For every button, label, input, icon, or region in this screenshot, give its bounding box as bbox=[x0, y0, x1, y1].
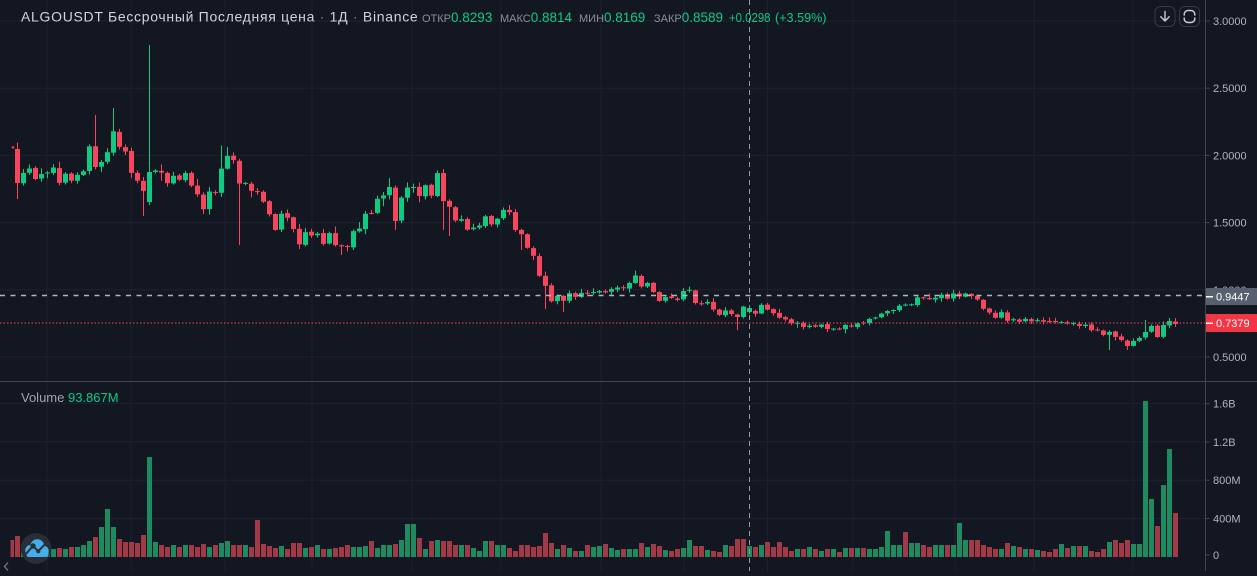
svg-text:(+3.59%): (+3.59%) bbox=[775, 10, 827, 25]
svg-text:0.5000: 0.5000 bbox=[1213, 352, 1247, 364]
svg-text:800M: 800M bbox=[1213, 475, 1241, 487]
svg-text:0.9447: 0.9447 bbox=[1216, 292, 1250, 304]
svg-text:400M: 400M bbox=[1213, 514, 1241, 526]
svg-text:ALGOUSDT Бессрочный Последняя: ALGOUSDT Бессрочный Последняя цена · 1Д … bbox=[21, 9, 418, 25]
svg-text:Volume 93.867M: Volume 93.867M bbox=[21, 390, 119, 405]
svg-text:0: 0 bbox=[1213, 550, 1219, 562]
svg-text:0.7379: 0.7379 bbox=[1216, 318, 1250, 330]
svg-text:ОТКР0.8293: ОТКР0.8293 bbox=[422, 10, 492, 25]
svg-text:2.5000: 2.5000 bbox=[1213, 83, 1247, 95]
svg-text:2.0000: 2.0000 bbox=[1213, 150, 1247, 162]
svg-text:МАКС0.8814: МАКС0.8814 bbox=[500, 10, 573, 25]
svg-text:ЗАКР0.8589: ЗАКР0.8589 bbox=[654, 10, 723, 25]
svg-text:3.0000: 3.0000 bbox=[1213, 16, 1247, 28]
svg-text:+0.0298: +0.0298 bbox=[729, 10, 771, 25]
svg-text:1.5000: 1.5000 bbox=[1213, 218, 1247, 230]
svg-text:1.2B: 1.2B bbox=[1213, 437, 1236, 449]
svg-text:1.6B: 1.6B bbox=[1213, 399, 1236, 411]
svg-text:МИН0.8169: МИН0.8169 bbox=[579, 10, 645, 25]
